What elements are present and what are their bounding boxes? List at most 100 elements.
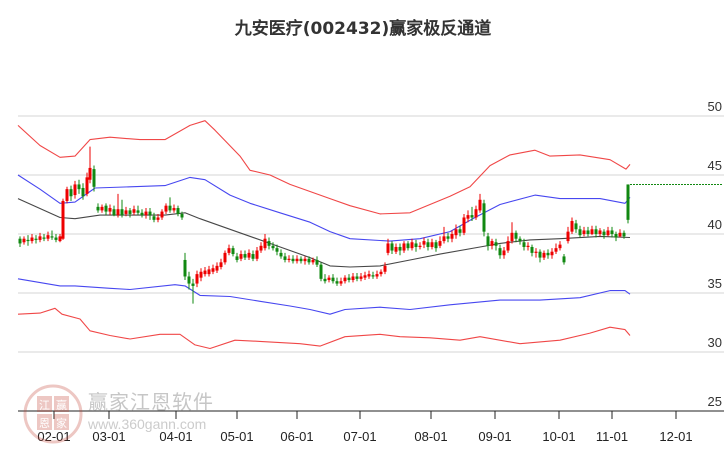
candle	[128, 208, 132, 218]
candle-body	[172, 208, 176, 211]
candle	[191, 278, 195, 304]
candle-body	[160, 211, 164, 218]
candle	[486, 232, 490, 251]
candle-body	[327, 277, 331, 281]
candle-body	[223, 252, 227, 263]
candle	[450, 230, 454, 243]
candle-body	[132, 209, 136, 213]
candle	[61, 198, 65, 240]
candle	[120, 199, 124, 218]
candle-body	[219, 262, 223, 268]
candle	[530, 244, 534, 257]
candle	[148, 208, 152, 220]
x-tick-label: 10-01	[542, 429, 575, 444]
candle	[343, 275, 347, 284]
candle-body	[398, 246, 402, 251]
candle-body	[414, 243, 418, 247]
candle	[215, 262, 219, 273]
candle	[96, 203, 100, 213]
candle-body	[180, 213, 184, 218]
candle	[410, 238, 414, 251]
candle	[319, 262, 323, 282]
candle	[606, 226, 610, 237]
candle-body	[38, 236, 42, 240]
candle	[490, 238, 494, 250]
candle-body	[618, 232, 622, 237]
candle	[259, 242, 263, 253]
candle-body	[116, 209, 120, 216]
y-tick-label: 25	[708, 394, 722, 409]
candle	[275, 244, 279, 256]
candle	[610, 226, 614, 238]
candle-body	[251, 254, 255, 259]
chart-title: 九安医疗(002432)赢家极反通道	[234, 19, 492, 39]
watermark-logo-char: 赢	[56, 398, 67, 412]
candle-body	[418, 245, 422, 247]
candle-body	[562, 256, 566, 263]
x-tick-label: 08-01	[414, 429, 447, 444]
candle	[351, 272, 355, 283]
candle	[546, 249, 550, 259]
candle	[347, 274, 351, 283]
candle-body	[343, 277, 347, 282]
candle	[124, 206, 128, 217]
candle-body	[124, 210, 128, 214]
x-tick-label: 11-01	[596, 429, 628, 444]
candle	[390, 241, 394, 255]
candle-body	[331, 277, 335, 282]
candle-body	[168, 205, 172, 211]
band-upper_outer	[17, 120, 631, 215]
candle	[199, 268, 203, 282]
candle	[602, 229, 606, 239]
candle	[331, 274, 335, 284]
candle-body	[390, 243, 394, 251]
candle	[108, 204, 112, 216]
candle	[522, 238, 526, 251]
band-lower_inner	[17, 278, 631, 315]
candle-body	[386, 243, 390, 253]
candle	[247, 249, 251, 260]
candle	[578, 225, 582, 238]
candle-body	[594, 229, 598, 234]
candle	[116, 193, 120, 218]
candle	[442, 226, 446, 244]
candle-body	[550, 251, 554, 256]
candlesticks	[18, 146, 630, 304]
candle-body	[446, 236, 450, 239]
candle-body	[263, 238, 267, 249]
candle	[81, 183, 85, 200]
candle-body	[100, 206, 104, 211]
candle-body	[152, 216, 156, 220]
candle-body	[215, 265, 219, 271]
candle	[466, 210, 470, 223]
watermark-brand: 赢家江恩软件	[88, 390, 214, 414]
candle	[498, 244, 502, 259]
candle	[42, 234, 46, 242]
y-tick-label: 35	[708, 276, 722, 291]
candle-body	[18, 238, 22, 244]
candle-body	[590, 229, 594, 234]
candle	[180, 211, 184, 220]
candle-body	[454, 229, 458, 236]
candle-body	[231, 248, 235, 255]
candle	[474, 205, 478, 220]
candle-body	[303, 258, 307, 262]
candle-body	[156, 217, 160, 220]
candle	[267, 237, 271, 250]
candle	[418, 242, 422, 250]
candle-body	[259, 245, 263, 251]
watermark-logo-char: 江	[39, 399, 50, 412]
candle	[112, 205, 116, 217]
candle	[371, 271, 375, 279]
candle-body	[299, 258, 303, 262]
candle	[375, 270, 379, 279]
candle-body	[239, 254, 243, 259]
candle-body	[379, 271, 383, 275]
candle-body	[383, 265, 387, 272]
candle	[398, 243, 402, 256]
candle	[263, 234, 267, 251]
candle-body	[518, 238, 522, 242]
grid-lines	[18, 115, 724, 353]
candle	[426, 238, 430, 251]
candle-body	[42, 237, 46, 239]
